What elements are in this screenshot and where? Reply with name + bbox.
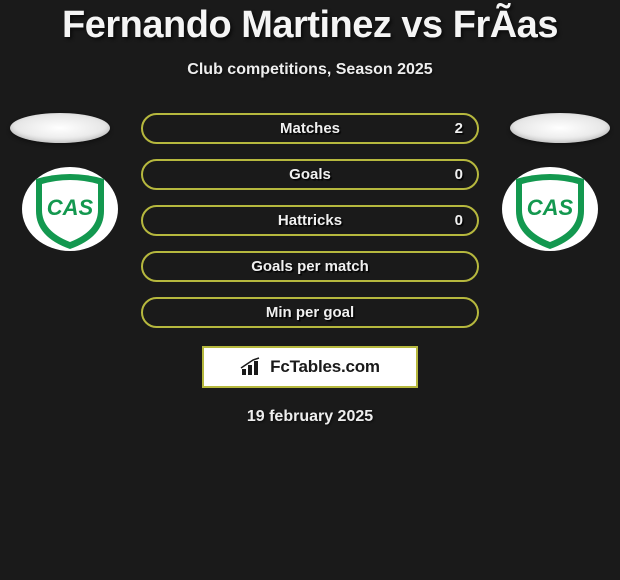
stat-value: 2 [455,120,463,137]
brand-text: FcTables.com [270,357,380,377]
stat-row: Goals per match [141,251,479,282]
player-avatar-left [10,113,110,143]
club-badge-left: CAS [20,165,120,253]
date-text: 19 february 2025 [0,408,620,426]
stat-label: Min per goal [266,304,354,321]
page-title: Fernando Martinez vs FrÃ­as [0,0,620,47]
club-badge-text: CAS [527,195,574,220]
stat-label: Goals [289,166,331,183]
subtitle: Club competitions, Season 2025 [0,61,620,79]
stat-row: Goals 0 [141,159,479,190]
stats-list: Matches 2 Goals 0 Hattricks 0 Goals per … [141,113,479,328]
stat-label: Goals per match [251,258,369,275]
stat-value: 0 [455,212,463,229]
stat-row: Hattricks 0 [141,205,479,236]
club-badge-right: CAS [500,165,600,253]
stat-label: Matches [280,120,340,137]
club-badge-text: CAS [47,195,94,220]
stat-row: Min per goal [141,297,479,328]
stat-value: 0 [455,166,463,183]
comparison-panel: CAS CAS Matches 2 Goals 0 Hattricks 0 Go… [0,113,620,426]
stat-row: Matches 2 [141,113,479,144]
player-avatar-right [510,113,610,143]
stat-label: Hattricks [278,212,342,229]
brand-watermark: FcTables.com [202,346,418,388]
chart-bars-icon [240,357,266,377]
